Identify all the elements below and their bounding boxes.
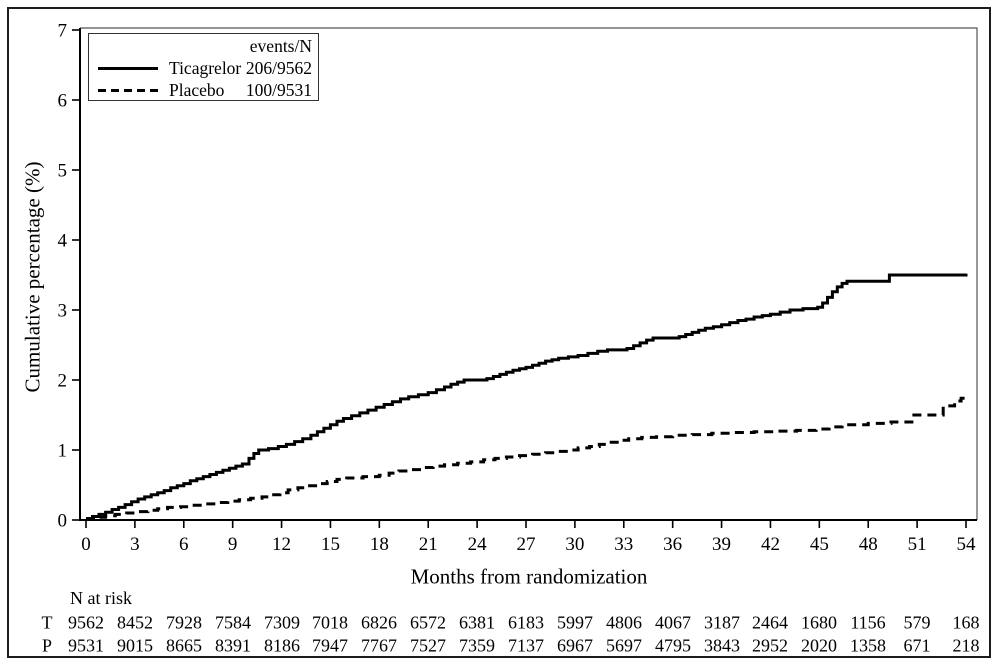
risk-value: 671 [903, 635, 931, 656]
legend-header: events/N [249, 36, 312, 56]
risk-value: 6381 [459, 612, 495, 633]
y-tick-label: 7 [58, 21, 68, 42]
y-tick-label: 6 [58, 91, 68, 112]
risk-value: 9562 [68, 612, 104, 633]
legend-box: events/N Ticagrelor 206/9562 Placebo 100… [88, 33, 319, 101]
series-line-placebo [86, 396, 968, 521]
risk-value: 1358 [850, 635, 886, 656]
y-axis-title: Cumulative percentage (%) [20, 161, 45, 393]
x-tick-label: 42 [761, 534, 780, 555]
risk-value: 579 [903, 612, 931, 633]
risk-value: 5997 [557, 612, 593, 633]
x-tick-label: 12 [272, 534, 291, 555]
x-tick-label: 18 [370, 534, 389, 555]
x-tick-label: 15 [321, 534, 340, 555]
risk-row-label: P [41, 635, 53, 656]
y-tick-label: 0 [58, 511, 68, 532]
x-tick-label: 6 [179, 534, 189, 555]
risk-value: 3843 [704, 635, 740, 656]
x-axis-title: Months from randomization [410, 564, 648, 589]
x-tick-label: 3 [130, 534, 140, 555]
risk-value: 4067 [655, 612, 691, 633]
x-tick-label: 24 [468, 534, 488, 555]
series-line-ticagrelor [86, 273, 968, 521]
legend-series-events: 206/9562 [245, 57, 312, 78]
legend-series-events: 100/9531 [245, 79, 312, 100]
figure-border [7, 7, 991, 658]
risk-value: 9015 [117, 635, 153, 656]
risk-value: 7359 [459, 635, 495, 656]
risk-value: 7527 [410, 635, 446, 656]
risk-value: 7928 [166, 612, 202, 633]
risk-value: 168 [952, 612, 980, 633]
risk-value: 2464 [752, 612, 788, 633]
x-tick-label: 0 [81, 534, 91, 555]
risk-value: 7767 [361, 635, 397, 656]
risk-value: 6826 [361, 612, 397, 633]
legend-item-ticagrelor: Ticagrelor 206/9562 [98, 57, 312, 79]
legend-item-placebo: Placebo 100/9531 [98, 79, 312, 101]
risk-value: 6572 [410, 612, 446, 633]
risk-value: 7018 [312, 612, 348, 633]
x-axis-ticks: 0 3 6 9 12 15 18 21 24 27 30 33 36 39 42 45 48 51 54 [81, 520, 976, 555]
x-tick-label: 36 [663, 534, 682, 555]
risk-value: 8665 [166, 635, 202, 656]
risk-value: 1156 [850, 612, 886, 633]
risk-value: 2952 [752, 635, 788, 656]
risk-value: 2020 [801, 635, 837, 656]
risk-value: 9531 [68, 635, 104, 656]
x-tick-label: 54 [957, 534, 977, 555]
risk-table-title: N at risk [70, 588, 132, 608]
x-tick-label: 21 [419, 534, 438, 555]
x-tick-label: 33 [614, 534, 633, 555]
y-tick-label: 5 [58, 161, 68, 182]
risk-value: 4806 [606, 612, 642, 633]
risk-value: 4795 [655, 635, 691, 656]
risk-value: 6183 [508, 612, 544, 633]
y-tick-label: 3 [58, 301, 68, 322]
x-tick-label: 45 [810, 534, 829, 555]
dashed-line-swatch [98, 88, 158, 92]
y-tick-label: 4 [58, 231, 68, 252]
x-tick-label: 39 [712, 534, 731, 555]
x-tick-label: 27 [517, 534, 536, 555]
risk-value: 7584 [215, 612, 251, 633]
solid-line-swatch [98, 66, 158, 70]
risk-value: 8186 [264, 635, 300, 656]
y-tick-label: 1 [58, 441, 68, 462]
y-tick-label: 2 [58, 371, 68, 392]
risk-value: 8452 [117, 612, 153, 633]
x-tick-label: 51 [908, 534, 927, 555]
risk-value: 218 [952, 635, 980, 656]
x-tick-label: 30 [565, 534, 584, 555]
y-axis-ticks: 0 1 2 3 4 5 6 7 [58, 21, 80, 532]
risk-value: 7947 [312, 635, 348, 656]
risk-value: 8391 [215, 635, 251, 656]
risk-value: 3187 [704, 612, 740, 633]
x-tick-label: 9 [228, 534, 238, 555]
risk-value: 5697 [606, 635, 642, 656]
x-tick-label: 48 [859, 534, 878, 555]
risk-value: 6967 [557, 635, 593, 656]
risk-value: 7309 [264, 612, 300, 633]
risk-row-label: T [41, 612, 53, 633]
legend-series-name: Placebo [169, 79, 225, 100]
risk-value: 1680 [801, 612, 837, 633]
legend-series-name: Ticagrelor [169, 57, 242, 78]
risk-value: 7137 [508, 635, 544, 656]
plot-box [79, 27, 978, 521]
